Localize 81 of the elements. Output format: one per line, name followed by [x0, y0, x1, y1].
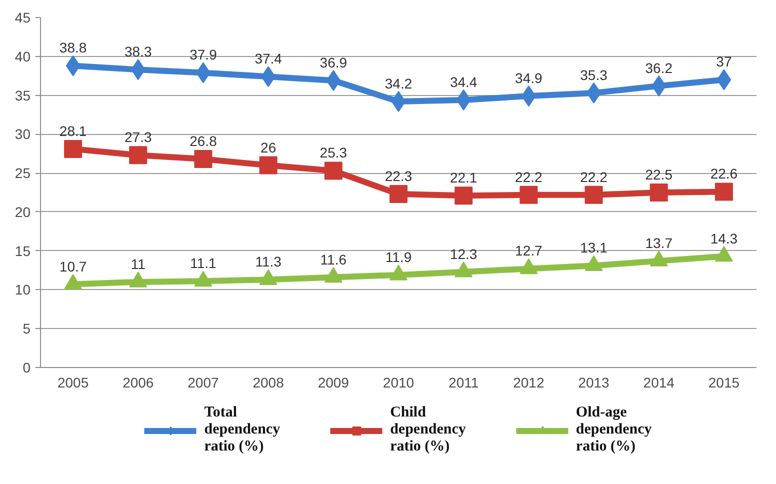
y-tick-label: 20 — [14, 204, 31, 220]
data-label: 14.3 — [710, 230, 738, 246]
y-tick-label: 25 — [14, 165, 31, 182]
data-label: 13.1 — [580, 240, 608, 256]
point — [714, 246, 733, 262]
data-label: 35.3 — [580, 66, 608, 83]
data-label: 12.7 — [515, 242, 543, 259]
data-label: 22.3 — [384, 168, 412, 184]
data-label: 37 — [716, 54, 732, 70]
data-label: 37.4 — [254, 50, 282, 67]
data-label: 36.2 — [645, 60, 673, 76]
x-tick-label: 2005 — [57, 374, 89, 390]
y-tick-label: 35 — [14, 87, 31, 104]
data-label: 11.1 — [190, 255, 217, 272]
point — [584, 186, 603, 204]
x-tick-label: 2007 — [188, 374, 220, 390]
data-label: 10.7 — [59, 258, 87, 274]
point — [520, 258, 538, 274]
data-label: 11 — [130, 256, 146, 272]
x-tick-label: 2012 — [513, 374, 544, 390]
point — [390, 185, 408, 204]
x-tick-label: 2014 — [643, 374, 675, 390]
point — [259, 156, 278, 174]
data-label: 13.7 — [645, 234, 673, 251]
legend-label: Total dependency ratio (%) — [204, 404, 280, 456]
point — [650, 250, 668, 266]
point — [326, 70, 341, 91]
x-tick-label: 2008 — [252, 374, 284, 390]
point — [584, 255, 603, 272]
data-label: 22.5 — [645, 166, 673, 182]
data-label: 34.9 — [515, 70, 543, 86]
point — [64, 140, 82, 158]
data-label: 26.8 — [190, 133, 218, 150]
data-label: 11.6 — [320, 251, 347, 268]
data-label: 26 — [260, 139, 276, 156]
y-tick-label: 0 — [22, 360, 31, 376]
point — [714, 182, 733, 201]
y-tick-label: 30 — [14, 126, 31, 142]
data-label: 34.4 — [450, 74, 478, 90]
point — [324, 162, 342, 180]
point — [129, 146, 148, 164]
data-label: 28.1 — [59, 122, 87, 139]
x-tick-label: 2011 — [448, 374, 479, 390]
data-label: 11.3 — [255, 254, 282, 270]
point — [650, 184, 668, 202]
data-label: 22.2 — [515, 168, 543, 185]
x-tick-label: 2006 — [122, 374, 154, 390]
data-label: 37.9 — [190, 46, 218, 63]
point — [520, 186, 538, 204]
y-tick-label: 5 — [22, 320, 31, 337]
legend-label: Old-age dependency ratio (%) — [576, 404, 652, 456]
data-label: 34.2 — [384, 76, 412, 92]
legend-label: Child dependency ratio (%) — [390, 404, 466, 456]
point — [390, 264, 408, 280]
x-tick-label: 2010 — [382, 374, 414, 390]
point — [64, 274, 82, 290]
point — [391, 91, 406, 112]
y-tick-label: 15 — [14, 242, 31, 259]
x-tick-label: 2015 — [708, 374, 740, 390]
point — [129, 272, 148, 288]
data-label: 36.9 — [320, 54, 348, 70]
data-label: 22.2 — [580, 168, 608, 185]
data-label: 22.1 — [450, 170, 478, 186]
data-label: 12.3 — [450, 246, 478, 262]
point — [194, 150, 212, 168]
point — [324, 266, 342, 283]
data-label: 22.6 — [710, 166, 738, 182]
y-tick-label: 10 — [14, 282, 31, 298]
data-label: 38.8 — [59, 40, 87, 56]
point — [259, 269, 278, 286]
point — [454, 262, 473, 278]
y-tick-label: 45 — [14, 10, 31, 26]
x-tick-label: 2013 — [578, 374, 610, 390]
point — [194, 270, 212, 287]
data-label: 27.3 — [124, 129, 152, 146]
x-tick-label: 2009 — [318, 374, 350, 390]
y-tick-label: 40 — [14, 48, 31, 64]
data-label: 25.3 — [320, 144, 348, 161]
data-label: 38.3 — [124, 44, 152, 60]
data-label: 11.9 — [385, 248, 412, 265]
point — [454, 186, 473, 205]
